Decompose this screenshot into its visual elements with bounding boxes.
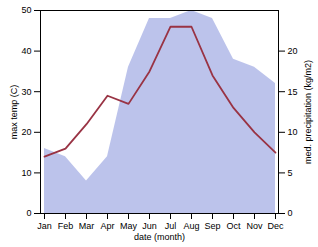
- svg-text:Jan: Jan: [37, 221, 52, 231]
- svg-text:5: 5: [288, 168, 293, 178]
- svg-text:Apr: Apr: [100, 221, 114, 231]
- svg-text:30: 30: [21, 87, 31, 97]
- svg-text:Sep: Sep: [204, 221, 220, 231]
- svg-text:40: 40: [21, 46, 31, 56]
- svg-text:Jun: Jun: [142, 221, 157, 231]
- svg-text:50: 50: [21, 5, 31, 15]
- svg-text:date (month): date (month): [134, 232, 185, 242]
- svg-text:15: 15: [288, 87, 298, 97]
- svg-text:0: 0: [26, 208, 31, 218]
- svg-text:10: 10: [21, 168, 31, 178]
- svg-text:10: 10: [288, 127, 298, 137]
- svg-text:max temp (C): max temp (C): [9, 85, 19, 140]
- svg-text:0: 0: [288, 208, 293, 218]
- svg-text:20: 20: [21, 127, 31, 137]
- svg-text:Mar: Mar: [79, 221, 95, 231]
- svg-text:Jul: Jul: [165, 221, 177, 231]
- svg-text:med. precipitation (kg/m2): med. precipitation (kg/m2): [303, 60, 313, 164]
- svg-text:Dec: Dec: [267, 221, 284, 231]
- svg-text:Nov: Nov: [246, 221, 263, 231]
- svg-text:Oct: Oct: [226, 221, 241, 231]
- svg-text:20: 20: [288, 46, 298, 56]
- svg-text:Feb: Feb: [58, 221, 74, 231]
- svg-text:May: May: [120, 221, 138, 231]
- svg-text:Aug: Aug: [183, 221, 199, 231]
